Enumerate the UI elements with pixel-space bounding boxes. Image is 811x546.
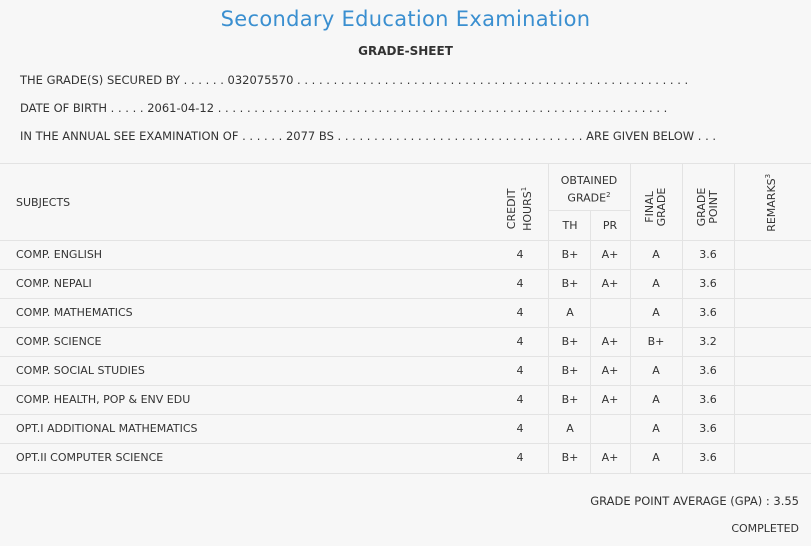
practical-grade: A+ [601,335,619,348]
credit-hours-value: 4 [516,277,524,290]
final-grade: A [652,393,660,406]
practical-grade: A+ [601,393,619,406]
table-top-border [0,163,811,164]
col-divider [734,163,735,473]
page-title: Secondary Education Examination [220,7,591,31]
theory-grade: B+ [561,248,579,261]
grade-point-value: 3.6 [699,248,717,261]
theory-grade: A [566,306,574,319]
date-of-birth-line: DATE OF BIRTH . . . . . 2061-04-12 . . .… [20,101,668,115]
theory-grade: A [566,422,574,435]
subject-name: COMP. NEPALI [16,277,92,290]
obtained-grade-sub-border [548,210,630,211]
table-row: COMP. HEALTH, POP & ENV EDU 4 B+ A+ A 3.6 [0,385,811,414]
final-grade: A [652,277,660,290]
header-pr: PR [602,219,618,232]
header-final-grade: FINAL GRADE [643,175,668,239]
practical-grade: A+ [601,451,619,464]
subject-name: OPT.II COMPUTER SCIENCE [16,451,164,464]
row-divider [0,298,811,299]
row-divider [0,385,811,386]
practical-grade: A+ [601,364,619,377]
credit-hours-value: 4 [516,451,524,464]
final-grade: A [652,364,660,377]
final-grade: B+ [647,335,665,348]
subject-name: COMP. SOCIAL STUDIES [16,364,145,377]
header-grade-point: GRADE POINT [695,175,720,239]
subject-name: COMP. HEALTH, POP & ENV EDU [16,393,191,406]
practical-grade: A+ [601,248,619,261]
subject-name: COMP. SCIENCE [16,335,102,348]
grade-point-value: 3.6 [699,393,717,406]
row-divider [0,356,811,357]
subject-name: OPT.I ADDITIONAL MATHEMATICS [16,422,198,435]
theory-grade: B+ [561,364,579,377]
header-obtained-line1: OBTAINED [560,174,618,187]
table-row: COMP. ENGLISH 4 B+ A+ A 3.6 [0,240,811,269]
header-remarks-footnote: 3 [764,173,773,179]
table-row: COMP. NEPALI 4 B+ A+ A 3.6 [0,269,811,298]
col-divider [682,163,683,473]
header-remarks-label: REMARKS [764,178,778,232]
final-grade: A [652,451,660,464]
exam-year-line: IN THE ANNUAL SEE EXAMINATION OF . . . .… [20,129,717,143]
grade-point-value: 3.6 [699,451,717,464]
grade-point-value: 3.6 [699,277,717,290]
table-row: COMP. SOCIAL STUDIES 4 B+ A+ A 3.6 [0,356,811,385]
credit-hours-value: 4 [516,306,524,319]
col-divider-th-pr [590,210,591,473]
practical-grade: A+ [601,277,619,290]
header-credit-line1: CREDIT [505,188,519,230]
col-divider [630,163,631,473]
table-row: COMP. MATHEMATICS 4 A A 3.6 [0,298,811,327]
header-obtained-line2: GRADE [567,191,607,205]
grade-sheet-heading: GRADE-SHEET [358,44,453,58]
grade-point-value: 3.6 [699,422,717,435]
theory-grade: B+ [561,451,579,464]
row-divider [0,414,811,415]
completion-status: COMPLETED [731,522,799,535]
credit-hours-value: 4 [516,248,524,261]
subject-name: COMP. MATHEMATICS [16,306,133,319]
final-grade: A [652,248,660,261]
table-row: COMP. SCIENCE 4 B+ A+ B+ 3.2 [0,327,811,356]
table-header-border [0,240,811,241]
header-credit-footnote: 1 [520,186,529,192]
header-obtained-footnote: 2 [606,191,611,199]
credit-hours-value: 4 [516,393,524,406]
header-remarks: REMARKS3 [762,165,778,241]
table-row: OPT.I ADDITIONAL MATHEMATICS 4 A A 3.6 [0,414,811,443]
credit-hours-value: 4 [516,422,524,435]
header-gp-line2: POINT [707,190,720,224]
row-divider [0,443,811,444]
header-final-line2: GRADE [655,187,668,227]
theory-grade: B+ [561,335,579,348]
final-grade: A [652,306,660,319]
row-divider [0,269,811,270]
table-row: OPT.II COMPUTER SCIENCE 4 B+ A+ A 3.6 [0,443,811,472]
final-grade: A [652,422,660,435]
col-divider [548,163,549,473]
credit-hours-value: 4 [516,335,524,348]
row-divider [0,327,811,328]
header-credit-line2: HOURS [520,191,534,231]
theory-grade: B+ [561,393,579,406]
grade-point-value: 3.6 [699,364,717,377]
theory-grade: B+ [561,277,579,290]
gpa-summary: GRADE POINT AVERAGE (GPA) : 3.55 [590,494,799,508]
student-symbol-line: THE GRADE(S) SECURED BY . . . . . . 0320… [20,73,689,87]
header-th: TH [562,219,578,232]
header-subjects: SUBJECTS [16,196,71,209]
grade-point-value: 3.2 [699,335,717,348]
subject-name: COMP. ENGLISH [16,248,103,261]
header-obtained-grade: OBTAINED GRADE2 [548,173,630,206]
table-bottom-border [0,473,811,474]
credit-hours-value: 4 [516,364,524,377]
grade-point-value: 3.6 [699,306,717,319]
header-credit-hours: CREDIT HOURS1 [505,177,534,241]
